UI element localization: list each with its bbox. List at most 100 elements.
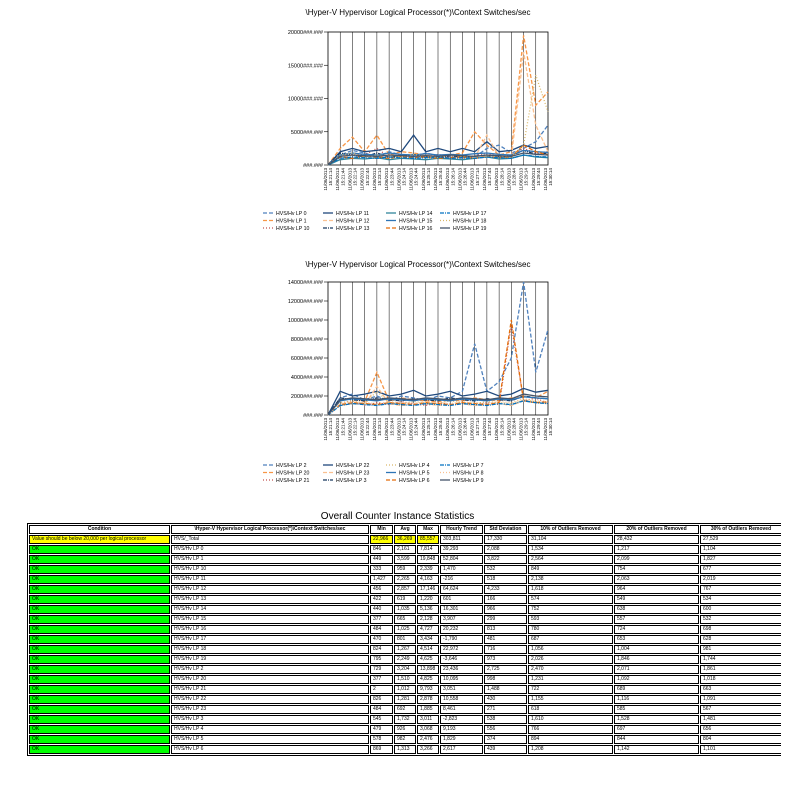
stat-cell-o20: 2,099 (614, 555, 699, 564)
stat-cell-inst: HVS/Hv LP 20 (171, 675, 369, 684)
stat-cell-o30: 1,481 (700, 715, 781, 724)
condition-cell: OK (29, 545, 170, 554)
x-tick-label: 11/06/201315:22:14 (347, 168, 357, 191)
x-tick-label: 11/06/201315:23:44 (384, 418, 394, 441)
stat-cell-max: 13,898 (417, 665, 439, 674)
stat-cell-o30: 567 (700, 705, 781, 714)
stat-cell-o10: 752 (528, 605, 613, 614)
stat-cell-o30: 767 (700, 585, 781, 594)
table-row: OK HVS/Hv LP 14 440 1,035 5,136 16,301 966 752 6… (29, 605, 781, 614)
stat-cell-o10: 1,208 (528, 745, 613, 754)
stat-cell-std: 374 (484, 735, 527, 744)
stats-header-cell: \Hyper-V Hypervisor Logical Processor(*)… (171, 525, 369, 534)
stat-cell-inst: HVS/Hv LP 16 (171, 625, 369, 634)
table-row: OK HVS/Hv LP 1 449 3,599 19,848 52,804 3,822 2,… (29, 555, 781, 564)
stats-header-cell: 10% of Outliers Removed (528, 525, 613, 534)
stat-cell-min: 1,427 (370, 575, 393, 584)
x-tick-label: 11/06/201315:24:44 (409, 168, 419, 191)
stat-cell-o30: 628 (700, 635, 781, 644)
stat-cell-o10: 780 (528, 625, 613, 634)
stat-cell-trend: 23,436 (440, 665, 483, 674)
stat-cell-o10: 1,155 (528, 695, 613, 704)
stat-cell-min: 22,966 (370, 535, 393, 544)
stats-header-cell: 20% of Outliers Removed (614, 525, 699, 534)
stat-cell-inst: HVS/Hv LP 6 (171, 745, 369, 754)
stat-cell-o30: 1,827 (700, 555, 781, 564)
stat-cell-std: 166 (484, 595, 527, 604)
series-line-5 (327, 395, 549, 416)
stat-cell-o20: 638 (614, 605, 699, 614)
legend-label: HVS/Hv LP 8 (453, 471, 484, 477)
table-row: OK HVS/Hv LP 0 846 2,161 7,814 39,293 2,088 1,5… (29, 545, 781, 554)
condition-cell: OK (29, 565, 170, 574)
x-tick-label: 11/06/201315:25:44 (433, 168, 443, 191)
stat-cell-o20: 754 (614, 565, 699, 574)
stat-cell-min: 2 (370, 685, 393, 694)
stat-cell-avg: 959 (394, 565, 416, 574)
stat-cell-avg: 36,269 (394, 535, 416, 544)
x-tick-label: 11/06/201315:23:44 (384, 168, 394, 191)
stat-cell-max: 4,727 (417, 625, 439, 634)
stat-cell-trend: -216 (440, 575, 483, 584)
stat-cell-avg: 692 (394, 705, 416, 714)
stats-header-cell: Std Deviation (484, 525, 527, 534)
stat-cell-inst: HVS/Hv LP 19 (171, 655, 369, 664)
series-line-1 (327, 370, 549, 416)
stat-cell-o30: 1,018 (700, 675, 781, 684)
table-row: Value should be below 20,000 per logical… (29, 535, 781, 544)
stat-cell-avg: 1,012 (394, 685, 416, 694)
x-tick-label: 11/06/201315:27:44 (482, 168, 492, 191)
stat-cell-o10: 2,564 (528, 555, 613, 564)
stat-cell-max: 2,476 (417, 735, 439, 744)
legend-label: HVS/Hv LP 16 (399, 226, 432, 232)
x-tick-label: 11/06/201315:23:14 (372, 418, 382, 441)
stat-cell-o10: 574 (528, 595, 613, 604)
stat-cell-trend: -1,790 (440, 635, 483, 644)
stat-cell-o20: 964 (614, 585, 699, 594)
x-tick-label: 11/06/201315:24:14 (396, 168, 406, 191)
stat-cell-avg: 1,267 (394, 645, 416, 654)
stat-cell-o30: 677 (700, 565, 781, 574)
legend-label: HVS/Hv LP 22 (336, 463, 369, 469)
table-row: OK HVS/Hv LP 5 578 982 2,476 1,829 374 894 844 80… (29, 735, 781, 744)
stat-cell-trend: 8,461 (440, 705, 483, 714)
stat-cell-o20: 1,217 (614, 545, 699, 554)
stat-cell-o20: 1,004 (614, 645, 699, 654)
x-tick-label: 11/06/201315:28:14 (494, 168, 504, 191)
stat-cell-o10: 618 (528, 705, 613, 714)
table-row: OK HVS/Hv LP 13 422 619 1,220 601 166 574 549 534 (29, 595, 781, 604)
stat-cell-o20: 844 (614, 735, 699, 744)
stat-cell-std: 813 (484, 625, 527, 634)
stat-cell-o20: 2,071 (614, 665, 699, 674)
stat-cell-min: 545 (370, 715, 393, 724)
stats-header-cell: Min (370, 525, 393, 534)
stat-cell-trend: 16,301 (440, 605, 483, 614)
y-tick-label: 15000###.### (288, 63, 324, 69)
stat-cell-o10: 1,618 (528, 585, 613, 594)
stat-cell-trend: 2,617 (440, 745, 483, 754)
stat-cell-max: 3,266 (417, 745, 439, 754)
stat-cell-min: 456 (370, 585, 393, 594)
x-tick-label: 11/06/201315:29:44 (531, 418, 541, 441)
stat-cell-std: 17,330 (484, 535, 527, 544)
stat-cell-o20: 653 (614, 635, 699, 644)
x-tick-label: 11/06/201315:25:14 (421, 418, 431, 441)
stat-cell-avg: 2,249 (394, 655, 416, 664)
x-tick-label: 11/06/201315:27:14 (470, 418, 480, 441)
condition-cell: OK (29, 625, 170, 634)
stat-cell-trend: 1,829 (440, 735, 483, 744)
series-line-7 (327, 149, 549, 166)
x-tick-label: 11/06/201315:26:14 (445, 168, 455, 191)
y-tick-label: 20000###.### (288, 30, 324, 36)
stat-cell-max: 5,136 (417, 605, 439, 614)
condition-cell: Value should be below 20,000 per logical… (29, 535, 170, 544)
stat-cell-avg: 801 (394, 635, 416, 644)
legend-label: HVS/Hv LP 15 (399, 219, 432, 225)
legend-label: HVS/Hv LP 9 (453, 478, 484, 484)
x-tick-label: 11/06/201315:21:44 (335, 168, 345, 191)
stats-title: Overall Counter Instance Statistics (320, 511, 475, 522)
table-row: OK HVS/Hv LP 12 456 2,857 17,146 64,624 4,233 1… (29, 585, 781, 594)
y-tick-label: 14000###.### (288, 280, 324, 286)
legend-label: HVS/Hv LP 4 (399, 463, 430, 469)
stat-cell-min: 333 (370, 565, 393, 574)
